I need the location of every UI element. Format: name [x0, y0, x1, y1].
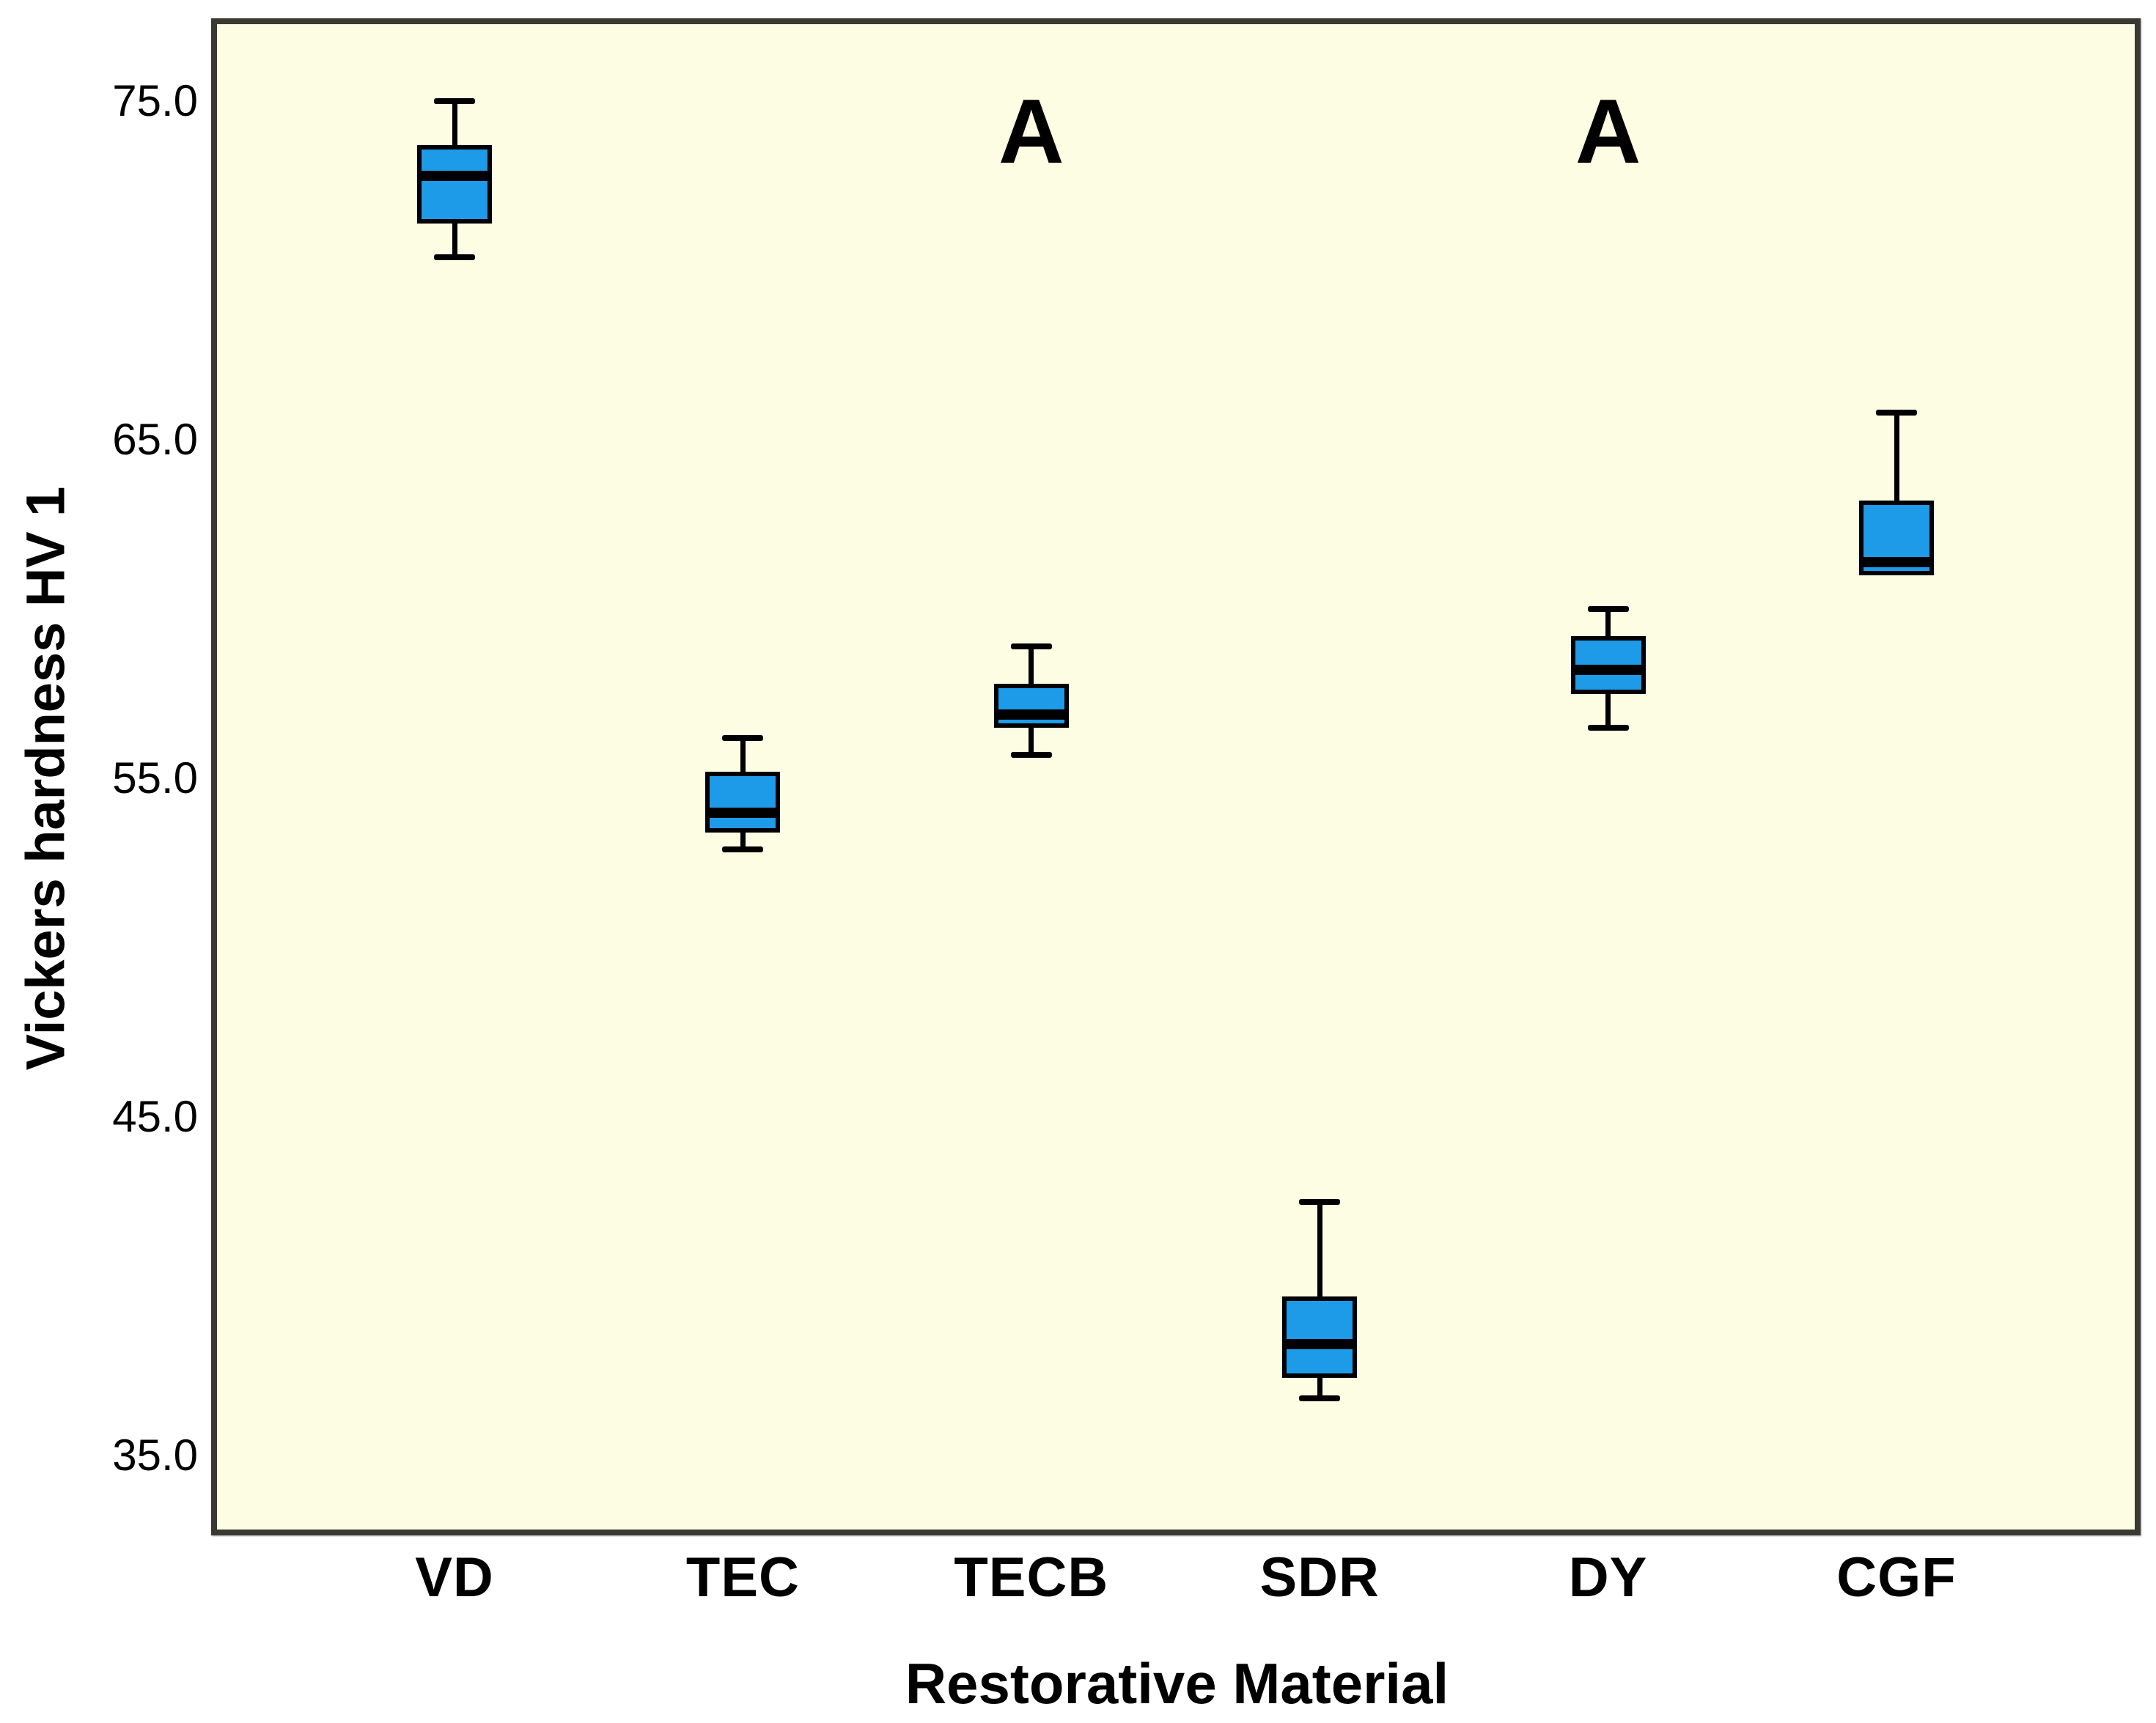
whisker-upper-stem-SDR	[1317, 1201, 1322, 1297]
whisker-lower-stem-VD	[452, 223, 457, 257]
whisker-upper-stem-CGF	[1894, 413, 1899, 501]
x-category-label-TEC: TEC	[685, 1546, 800, 1609]
median-CGF	[1859, 556, 1934, 567]
whisker-lower-cap-VD	[434, 254, 475, 260]
whisker-lower-cap-DY	[1587, 725, 1629, 731]
whisker-upper-stem-VD	[452, 101, 457, 146]
median-TECB	[993, 709, 1069, 720]
median-TEC	[705, 807, 781, 818]
median-DY	[1570, 665, 1646, 676]
whisker-lower-cap-TEC	[722, 846, 764, 853]
x-category-label-DY: DY	[1568, 1546, 1648, 1609]
whisker-upper-stem-TEC	[740, 737, 746, 772]
whisker-lower-cap-TECB	[1010, 751, 1052, 758]
whisker-upper-cap-DY	[1587, 606, 1629, 613]
y-axis-title: Vickers hardness HV 1	[15, 486, 76, 1071]
y-tick-label-75.0: 75.0	[112, 76, 198, 126]
whisker-lower-stem-TECB	[1029, 728, 1034, 755]
whisker-upper-stem-TECB	[1029, 646, 1034, 684]
whisker-lower-stem-SDR	[1317, 1378, 1322, 1398]
box-TEC	[705, 772, 781, 833]
x-category-label-VD: VD	[415, 1546, 494, 1609]
x-category-label-TECB: TECB	[954, 1546, 1109, 1609]
x-category-label-CGF: CGF	[1836, 1546, 1957, 1609]
y-tick-label-45.0: 45.0	[112, 1092, 198, 1142]
box-SDR	[1282, 1296, 1358, 1379]
whisker-upper-stem-DY	[1605, 609, 1611, 637]
median-VD	[417, 170, 492, 181]
x-axis-title: Restorative Material	[905, 1651, 1449, 1716]
y-tick-label-35.0: 35.0	[112, 1431, 198, 1480]
median-SDR	[1282, 1338, 1358, 1349]
annotation-A-DY: A	[1575, 81, 1641, 182]
whisker-upper-cap-VD	[434, 98, 475, 105]
annotation-A-TECB: A	[998, 81, 1064, 182]
x-category-label-SDR: SDR	[1259, 1546, 1380, 1609]
y-tick-label-65.0: 65.0	[112, 415, 198, 465]
whisker-upper-cap-TEC	[722, 734, 764, 741]
plot-area	[211, 18, 2141, 1535]
box-VD	[417, 145, 492, 224]
y-tick-label-55.0: 55.0	[112, 753, 198, 803]
whisker-lower-stem-TEC	[740, 833, 746, 850]
whisker-lower-stem-DY	[1605, 693, 1611, 728]
box-TECB	[993, 683, 1069, 728]
whisker-lower-cap-SDR	[1299, 1395, 1341, 1401]
whisker-upper-cap-SDR	[1299, 1198, 1341, 1205]
whisker-upper-cap-TECB	[1010, 643, 1052, 650]
whisker-upper-cap-CGF	[1876, 410, 1917, 416]
